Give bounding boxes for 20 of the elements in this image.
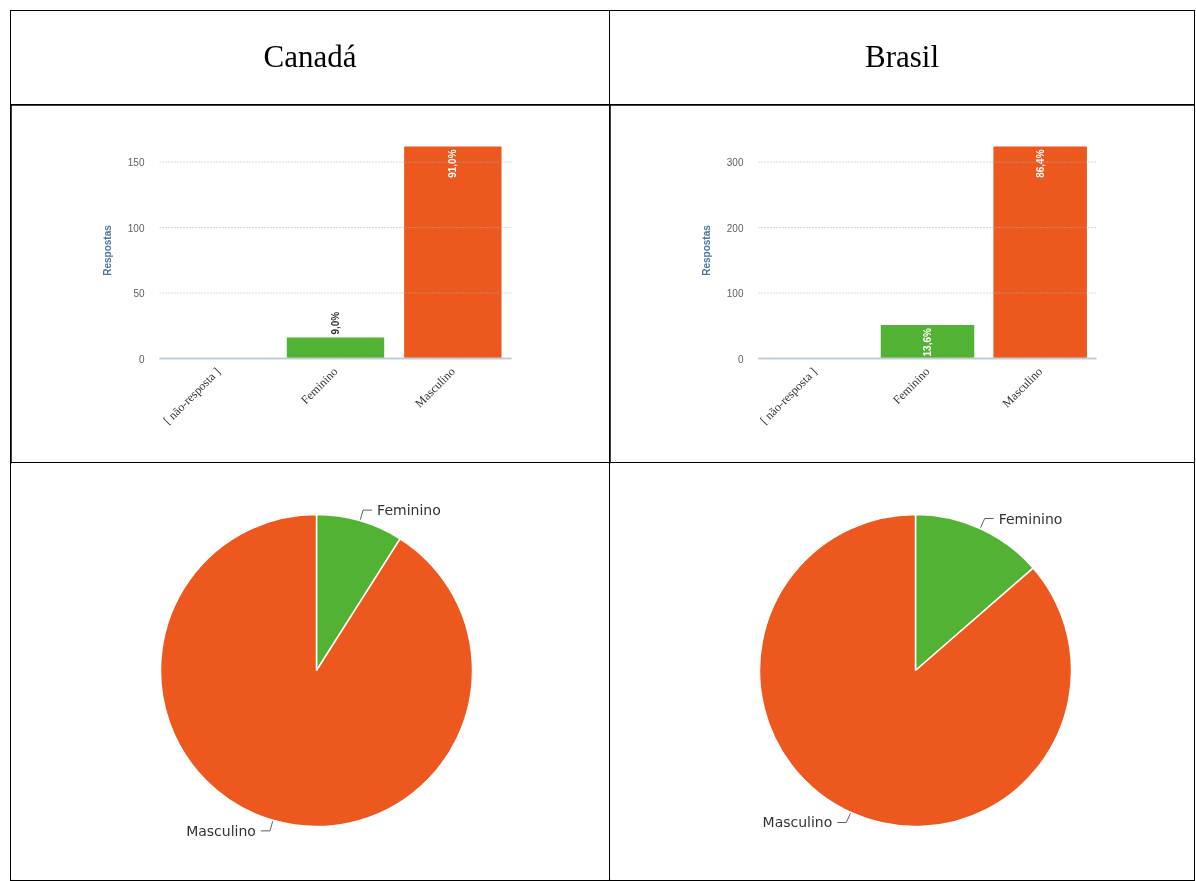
y-tick-label: 0 [138, 353, 145, 365]
annotation: 91,0% [447, 149, 459, 178]
annotation: 9,0% [330, 311, 341, 335]
annotation: 86,4% [1034, 149, 1046, 178]
y-tick-label: 150 [127, 157, 145, 169]
y-tick-label: 50 [133, 288, 145, 300]
slice-label: Masculino [762, 814, 833, 831]
y-tick-label: 300 [726, 157, 744, 169]
chart-title: Canadá [11, 11, 609, 104]
y-axis-title: Respostas [700, 224, 712, 276]
slice-label: Feminino [377, 502, 441, 519]
chart-title: Brasil [610, 11, 1194, 104]
slice-label: Masculino [186, 822, 256, 839]
y-tick-label: 0 [737, 353, 744, 365]
slice-label: Feminino [998, 510, 1063, 527]
annotation: 13,6% [922, 328, 933, 357]
y-tick-label: 100 [726, 288, 744, 300]
y-tick-label: 100 [127, 222, 145, 234]
y-tick-label: 200 [726, 222, 744, 234]
y-axis-title: Respostas [101, 224, 113, 276]
